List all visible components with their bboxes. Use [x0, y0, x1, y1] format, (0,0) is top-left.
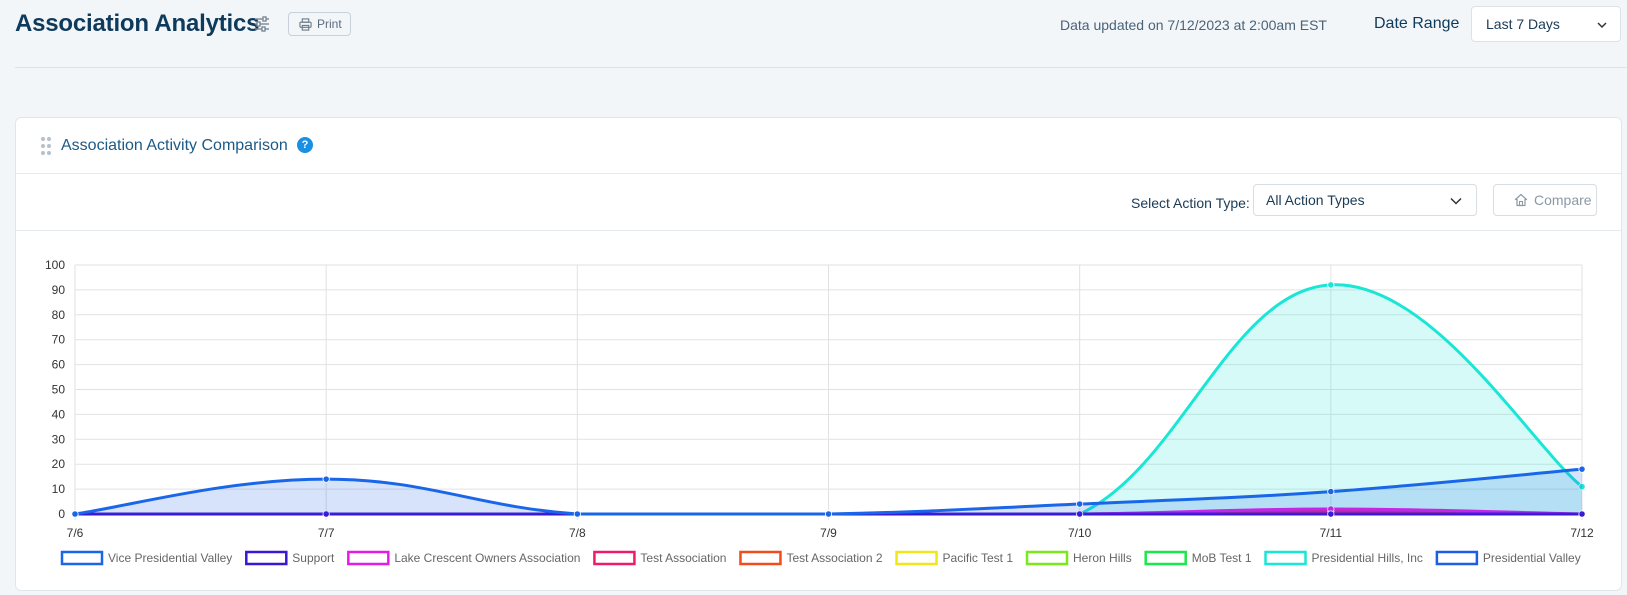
legend-swatch-test-association-2 [739, 550, 782, 566]
page-title: Association Analytics [15, 10, 260, 37]
data-point-support [1578, 510, 1586, 518]
print-label: Print [317, 17, 342, 31]
series-area-vice-presidential-valley [75, 469, 1582, 514]
y-tick-label: 40 [52, 407, 66, 421]
legend-swatch-presidential-valley [1435, 550, 1479, 566]
legend-swatch-vice-presidential-valley [60, 550, 104, 566]
legend-label-support: Support [292, 551, 335, 565]
legend-label-heron-hills: Heron Hills [1073, 551, 1132, 565]
data-point-support [322, 510, 330, 518]
sliders-icon[interactable] [254, 16, 270, 32]
y-tick-label: 0 [58, 507, 65, 521]
data-point-vice-presidential-valley [573, 510, 581, 518]
action-type-label: Select Action Type: [1131, 195, 1250, 211]
data-point-vice-presidential-valley [1327, 487, 1335, 496]
legend-label-mob-test-1: MoB Test 1 [1192, 551, 1252, 565]
data-point-vice-presidential-valley [1578, 465, 1586, 473]
y-tick-label: 30 [52, 432, 66, 446]
card-title: Association Activity Comparison [61, 137, 288, 154]
legend-label-vice-presidential-valley: Vice Presidential Valley [108, 551, 232, 565]
data-point-vice-presidential-valley [322, 475, 330, 483]
chevron-down-icon [1450, 197, 1462, 205]
question-icon[interactable]: ? [297, 137, 313, 153]
legend-label-presidential-hills-inc: Presidential Hills, Inc [1312, 551, 1423, 565]
data-point-vice-presidential-valley [71, 510, 79, 518]
series-area-presidential-hills-inc [75, 284, 1582, 514]
legend-swatch-support [245, 550, 288, 566]
data-point-vice-presidential-valley [1076, 500, 1084, 508]
legend-swatch-presidential-hills-inc [1264, 550, 1307, 566]
y-tick-label: 80 [52, 308, 66, 322]
x-tick-label: 7/10 [1068, 526, 1092, 540]
card-toolbar: Select Action Type: All Action Types Com… [16, 174, 1621, 231]
data-updated-text: Data updated on 7/12/2023 at 2:00am EST [1060, 17, 1327, 33]
x-tick-label: 7/9 [820, 526, 837, 540]
y-tick-label: 50 [52, 383, 66, 397]
legend-label-test-association: Test Association [640, 551, 726, 565]
y-tick-label: 100 [45, 258, 65, 272]
legend-label-pacific-test-1: Pacific Test 1 [943, 551, 1014, 565]
y-tick-label: 60 [52, 358, 66, 372]
header-divider [15, 67, 1627, 68]
chevron-down-icon [1597, 22, 1607, 29]
legend-label-lake-crescent-owners-association: Lake Crescent Owners Association [394, 551, 580, 565]
compare-button[interactable]: Compare [1493, 184, 1597, 216]
y-tick-label: 90 [52, 283, 66, 297]
data-point-presidential-hills-inc [1327, 281, 1335, 289]
x-tick-label: 7/11 [1320, 526, 1343, 540]
legend-label-test-association-2: Test Association 2 [786, 551, 882, 565]
x-tick-label: 7/8 [569, 526, 586, 540]
legend-swatch-pacific-test-1 [895, 550, 938, 566]
x-tick-label: 7/12 [1570, 526, 1594, 540]
printer-icon [299, 17, 312, 31]
legend-swatch-lake-crescent-owners-association [347, 550, 390, 566]
action-type-value: All Action Types [1266, 192, 1365, 208]
legend-swatch-test-association [593, 550, 636, 566]
date-range-value: Last 7 Days [1486, 16, 1560, 32]
x-tick-label: 7/6 [67, 526, 84, 540]
legend-swatch-mob-test-1 [1144, 550, 1187, 566]
card-header: Association Activity Comparison ? [16, 118, 1621, 174]
data-point-support [1076, 510, 1084, 518]
x-tick-label: 7/7 [318, 526, 335, 540]
date-range-label: Date Range [1374, 15, 1460, 32]
home-icon [1514, 193, 1528, 207]
page-header: Association Analytics Print Data updated… [0, 0, 1627, 68]
date-range-select[interactable]: Last 7 Days [1471, 6, 1621, 42]
legend-swatch-heron-hills [1025, 550, 1069, 566]
action-type-select[interactable]: All Action Types [1253, 184, 1477, 216]
data-point-presidential-hills-inc [1578, 483, 1586, 491]
y-tick-label: 10 [52, 482, 66, 496]
legend-label-presidential-valley: Presidential Valley [1483, 551, 1581, 565]
compare-label: Compare [1534, 192, 1592, 208]
y-tick-label: 20 [52, 457, 66, 471]
drag-handle-icon[interactable] [40, 136, 52, 156]
y-tick-label: 70 [52, 333, 66, 347]
data-point-vice-presidential-valley [824, 510, 833, 518]
print-button[interactable]: Print [288, 12, 351, 36]
data-point-support [1327, 510, 1335, 518]
